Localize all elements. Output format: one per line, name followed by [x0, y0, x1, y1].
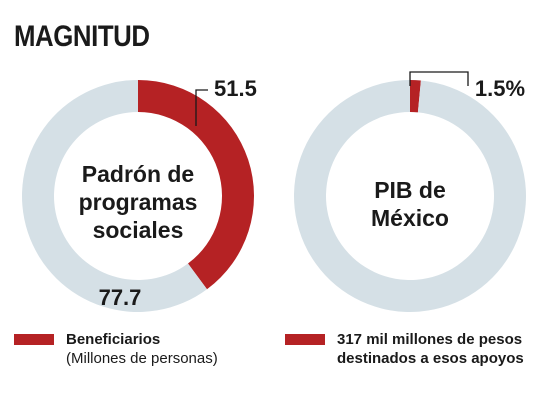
leader-line: [409, 71, 469, 86]
center-label: sociales: [93, 217, 184, 243]
center-label: México: [371, 205, 449, 231]
legend-pib: 317 mil millones de pesos destinados a e…: [285, 330, 550, 370]
slice-value-label: 51.5: [214, 76, 257, 101]
legend-swatch: [14, 334, 54, 345]
legend-swatch: [285, 334, 325, 345]
legend-label: Beneficiarios: [66, 331, 161, 348]
donut-slice: [22, 79, 208, 312]
slice-value-label: 1.5%: [475, 76, 525, 101]
center-label: PIB de: [374, 177, 446, 203]
slice-value-label: 77.7: [99, 285, 142, 310]
leader-line: [195, 89, 208, 126]
center-label: programas: [79, 189, 198, 215]
legend-beneficiarios: Beneficiarios (Millones de personas): [14, 330, 274, 370]
center-label: Padrón de: [82, 161, 194, 187]
donut-slice: [410, 80, 421, 113]
legend-sublabel: (Millones de personas): [66, 350, 218, 367]
donut-slice: [138, 80, 255, 290]
legend-label: 317 mil millones de pesos: [337, 331, 523, 348]
chart-title: MAGNITUD: [14, 20, 150, 53]
legend-sublabel: destinados a esos apoyos: [337, 350, 524, 367]
